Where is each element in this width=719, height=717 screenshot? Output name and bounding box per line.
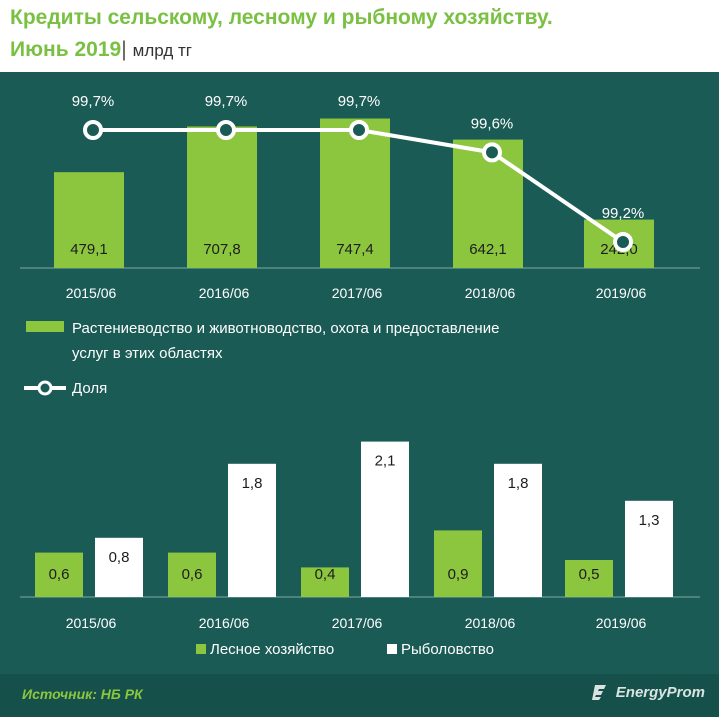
bar-fishing-label: 1,8 (508, 475, 529, 492)
bar-fishing-label: 1,8 (242, 475, 263, 492)
bar-forestry (35, 552, 83, 597)
legend-label-crops: Растениеводство и животноводство, охота … (72, 320, 499, 337)
bar-forestry-label: 0,9 (448, 566, 469, 583)
share-marker (83, 120, 103, 140)
x-tick-label-bottom: 2017/06 (332, 615, 383, 631)
bar-fishing-label: 1,3 (639, 512, 660, 529)
legend-label-fishing: Рыболовство (401, 641, 494, 658)
x-tick-label-bottom: 2019/06 (596, 615, 647, 631)
brand-logo: EnergyProm (591, 683, 705, 701)
share-label: 99,6% (471, 115, 514, 132)
x-tick-label: 2018/06 (465, 285, 516, 301)
bar-fishing-label: 2,1 (375, 453, 396, 470)
share-marker (613, 232, 633, 252)
bar-top (54, 172, 124, 268)
share-label: 99,7% (205, 93, 248, 110)
legend-label-share: Доля (72, 380, 107, 397)
bar-value-label: 479,1 (70, 241, 108, 258)
bar-forestry-label: 0,6 (49, 566, 70, 583)
x-tick-label: 2015/06 (66, 285, 117, 301)
x-tick-label: 2016/06 (199, 285, 250, 301)
legend-swatch-fishing (387, 644, 397, 654)
source-label: Источник: НБ РК (22, 686, 143, 702)
legend-label-crops-cont: услуг в этих областях (72, 345, 223, 362)
unit-label: млрд тг (132, 41, 192, 60)
legend-bottom: Лесное хозяйство Рыболовство (196, 641, 494, 658)
title-separator: | (121, 38, 127, 61)
legend-top: Растениеводство и животноводство, охота … (24, 320, 499, 397)
share-marker (482, 142, 502, 163)
bar-value-label: 747,4 (336, 241, 374, 258)
bar-fishing (228, 463, 276, 597)
chart-subtitle: Июнь 2019| млрд тг (10, 38, 192, 62)
energyprom-logo-icon (591, 685, 606, 700)
chart-title: Кредиты сельскому, лесному и рыбному хоз… (10, 6, 553, 29)
bar-top (187, 126, 257, 268)
bar-forestry (565, 560, 613, 597)
bar-forestry-label: 0,4 (315, 566, 336, 583)
bar-forestry (434, 530, 482, 597)
bar-forestry-label: 0,6 (182, 566, 203, 583)
bar-forestry-label: 0,5 (579, 566, 600, 583)
chart-bottom: 0,6 0,6 0,4 0,9 0,5 0,8 1,8 2,1 1,8 1,3 2015/06 201… (20, 441, 700, 631)
footer: Источник: НБ РК EnergyProm (0, 674, 719, 717)
bar-fishing-label: 0,8 (109, 549, 130, 566)
legend-label-forestry: Лесное хозяйство (210, 641, 334, 658)
chart-top: 479,1707,8747,4642,1242,02015/062016/062… (20, 93, 700, 301)
x-tick-label: 2019/06 (596, 285, 647, 301)
share-label: 99,7% (338, 93, 381, 110)
bar-fishing (95, 537, 143, 597)
share-marker (349, 120, 369, 140)
x-tick-label-bottom: 2015/06 (66, 615, 117, 631)
bar-top (320, 118, 390, 269)
bar-fishing (361, 441, 409, 597)
brand-name: EnergyProm (615, 683, 705, 701)
bar-forestry (301, 567, 349, 597)
charts-area: 479,1707,8747,4642,1242,02015/062016/062… (20, 93, 700, 658)
legend-marker-share (37, 380, 53, 396)
share-label: 99,2% (602, 205, 645, 222)
x-tick-label-bottom: 2016/06 (199, 615, 250, 631)
header: Кредиты сельскому, лесному и рыбному хоз… (0, 0, 719, 72)
title-period: Июнь 2019 (10, 38, 122, 61)
bar-value-label: 642,1 (469, 241, 507, 258)
bar-fishing (625, 500, 673, 597)
bar-value-label: 707,8 (203, 241, 241, 258)
x-tick-label: 2017/06 (332, 285, 383, 301)
share-marker (216, 120, 236, 140)
bar-fishing (494, 463, 542, 597)
share-label: 99,7% (72, 93, 115, 110)
legend-swatch-crops (26, 321, 64, 332)
x-tick-label-bottom: 2018/06 (465, 615, 516, 631)
bar-forestry (168, 552, 216, 597)
legend-swatch-forestry (196, 644, 206, 654)
